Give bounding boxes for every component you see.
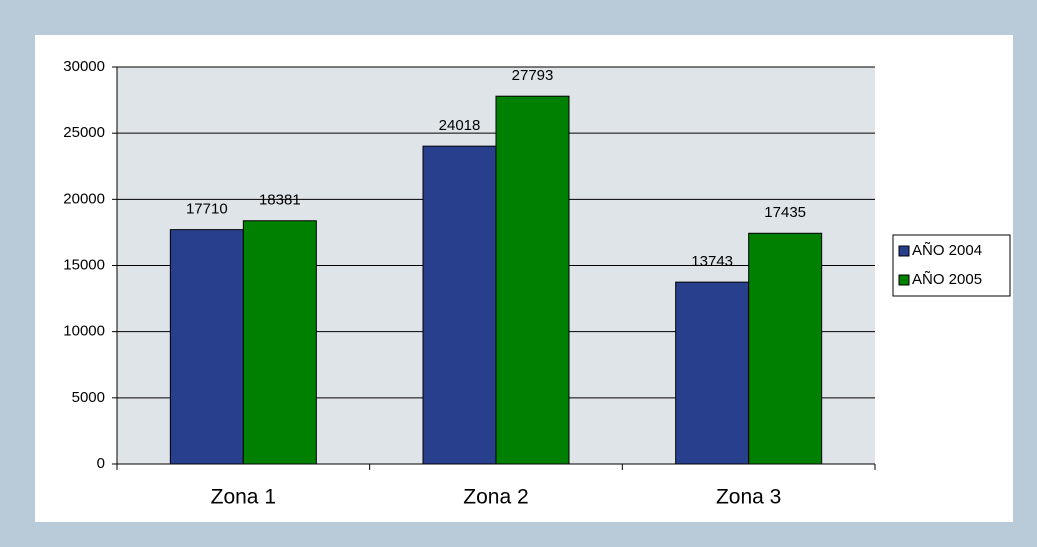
y-tick-label: 25000 xyxy=(63,124,105,141)
legend-swatch xyxy=(898,274,910,286)
x-tick-label: Zona 2 xyxy=(463,486,528,509)
value-label: 18381 xyxy=(259,192,301,209)
value-label: 27793 xyxy=(512,67,554,84)
bar xyxy=(242,220,317,465)
y-tick-label: 20000 xyxy=(63,190,105,207)
x-tick-label: Zona 3 xyxy=(716,486,781,509)
value-label: 17435 xyxy=(764,204,806,221)
bar xyxy=(748,232,823,465)
bar xyxy=(495,95,570,465)
bar xyxy=(422,145,497,465)
y-tick-label: 0 xyxy=(97,455,105,472)
value-label: 24018 xyxy=(439,117,481,134)
value-label: 17710 xyxy=(186,201,228,218)
bar xyxy=(675,281,750,465)
y-tick-label: 15000 xyxy=(63,256,105,273)
value-label: 13743 xyxy=(691,253,733,270)
y-tick-label: 10000 xyxy=(63,323,105,340)
legend-label: AÑO 2004 xyxy=(912,242,982,259)
bar xyxy=(169,229,244,465)
x-tick-label: Zona 1 xyxy=(211,486,276,509)
y-tick-label: 5000 xyxy=(72,389,105,406)
legend-label: AÑO 2005 xyxy=(912,271,982,288)
legend-box xyxy=(892,234,1011,297)
legend-swatch xyxy=(898,245,910,257)
y-tick-label: 30000 xyxy=(63,58,105,75)
